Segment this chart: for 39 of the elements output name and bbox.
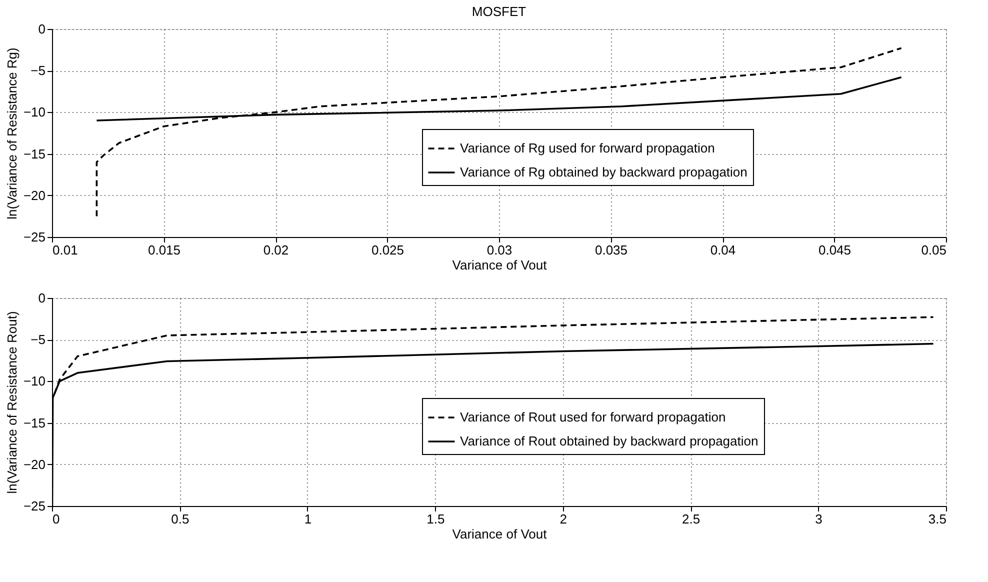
y-tick-label: −10 bbox=[23, 104, 46, 120]
y-axis-title: ln(Variance of Resistance Rout) bbox=[4, 311, 20, 494]
y-tick-label: −20 bbox=[23, 188, 46, 203]
chart-title: MOSFET bbox=[472, 4, 526, 19]
x-axis-title: Variance of Vout bbox=[452, 526, 548, 542]
x-tick-label: 2 bbox=[560, 512, 567, 526]
line-series bbox=[96, 47, 902, 218]
legend-label: Variance of Rg obtained by backward propagation bbox=[460, 164, 748, 180]
y-tick-label: 0 bbox=[38, 22, 46, 36]
y-tick-label: 0 bbox=[38, 290, 46, 306]
x-tick-label: 0.05 bbox=[921, 242, 946, 258]
y-tick-label: −25 bbox=[23, 230, 46, 244]
x-tick-label: 1 bbox=[304, 512, 312, 526]
y-tick-label: −5 bbox=[30, 63, 46, 78]
y-tick-label: −15 bbox=[23, 415, 46, 430]
y-tick-label: −25 bbox=[23, 498, 46, 514]
x-tick-label: 0.025 bbox=[371, 242, 404, 258]
x-tick-label: 0.035 bbox=[594, 242, 628, 258]
x-tick-label: 0.5 bbox=[171, 512, 190, 526]
y-tick-label: −20 bbox=[23, 456, 46, 472]
y-tick-label: −15 bbox=[23, 146, 46, 162]
y-tick-label: −5 bbox=[30, 332, 46, 348]
legend-label: Variance of Rout used for forward propagation bbox=[460, 410, 726, 424]
x-tick-label: 0.03 bbox=[486, 242, 512, 258]
x-axis-title: Variance of Vout bbox=[452, 258, 548, 272]
x-tick-label: 3.5 bbox=[928, 512, 946, 526]
x-tick-label: 0.04 bbox=[710, 242, 736, 258]
y-axis-title: ln(Variance of Resistance Rg) bbox=[4, 48, 20, 220]
x-tick-label: 0.01 bbox=[52, 242, 78, 258]
x-tick-label: 0.045 bbox=[818, 242, 852, 258]
y-tick-label: −10 bbox=[23, 374, 46, 389]
x-tick-label: 0.02 bbox=[263, 242, 289, 258]
x-tick-label: 1.5 bbox=[426, 512, 445, 526]
legend-label: Variance of Rout obtained by backward propagation bbox=[460, 434, 758, 448]
legend-label: Variance of Rg used for forward propagation bbox=[460, 140, 715, 156]
x-tick-label: 2.5 bbox=[682, 512, 700, 526]
x-tick-label: 3 bbox=[815, 512, 822, 526]
x-tick-label: 0.015 bbox=[148, 242, 181, 258]
x-tick-label: 0 bbox=[52, 512, 60, 526]
